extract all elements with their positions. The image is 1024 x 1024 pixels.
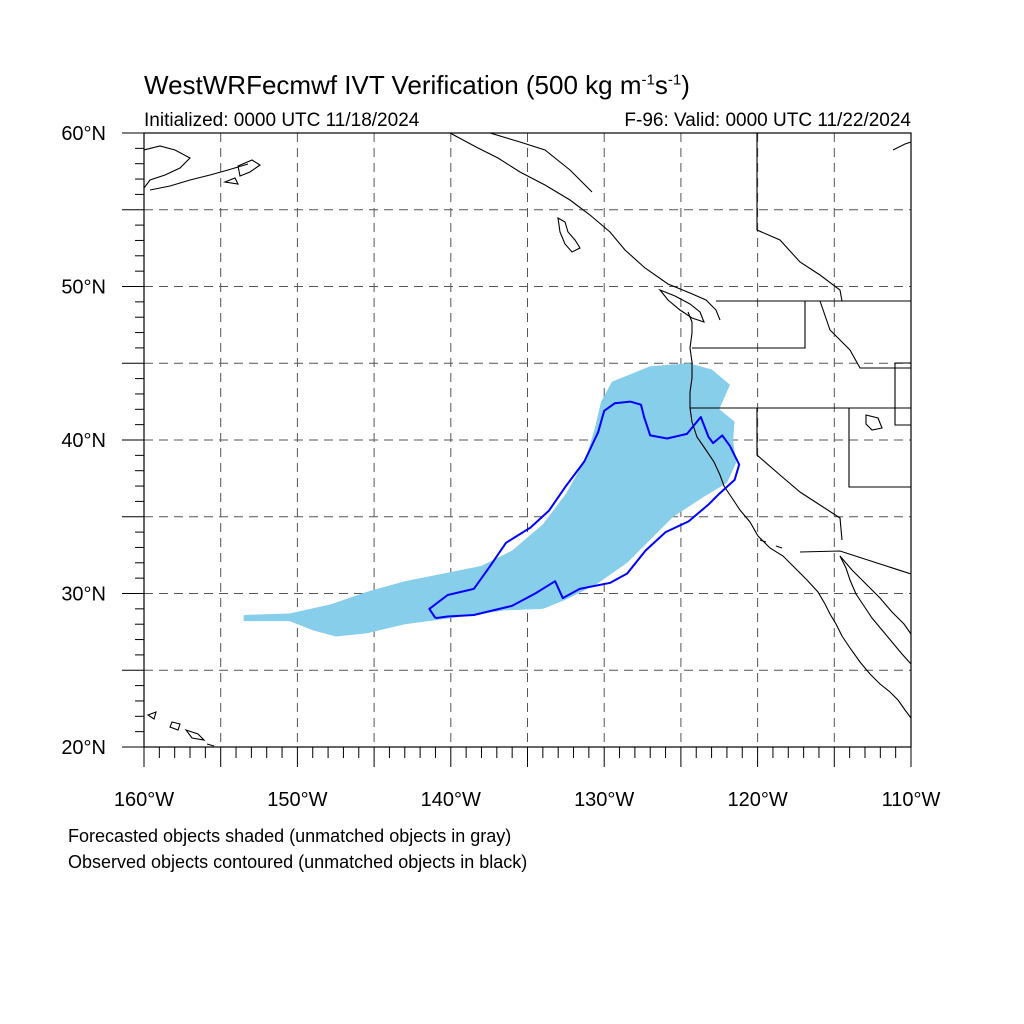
lon-tick-label: 120°W [727, 789, 787, 811]
coastline-alaska [449, 133, 721, 321]
forecast-layer [243, 363, 737, 637]
lake-great-salt [865, 414, 883, 431]
coastline-channel-islands [759, 539, 783, 549]
lat-tick-label: 50°N [61, 277, 106, 299]
coastline-ne-corner [892, 141, 911, 151]
border-wa-or [692, 301, 806, 349]
border-bc-alberta [756, 133, 843, 302]
lat-tick-label: 20°N [61, 737, 106, 759]
coastline-mexico-mainland [839, 555, 911, 635]
lat-tick-label: 30°N [61, 584, 106, 606]
coastline-haida-gwaii [557, 216, 581, 253]
lon-tick-label: 110°W [882, 789, 941, 811]
border-wy-co [894, 362, 911, 426]
valid-time-label: F-96: Valid: 0000 UTC 11/22/2024 [624, 110, 911, 131]
border-nv-ut [848, 408, 911, 488]
lon-tick-label: 160°W [114, 789, 174, 811]
legend-note-forecast: Forecasted objects shaded (unmatched obj… [68, 826, 512, 846]
observed-object-contour [428, 400, 741, 620]
coastline-us-west [687, 311, 837, 625]
lon-tick-label: 140°W [421, 789, 481, 811]
coastline-baja-east [839, 555, 911, 665]
observed-layer [428, 400, 741, 620]
lat-tick-label: 40°N [61, 430, 106, 452]
border-us-mexico [799, 550, 911, 575]
border-id [819, 300, 911, 369]
lat-tick-label: 60°N [61, 123, 106, 145]
coastline-alaska-peninsula [144, 145, 249, 191]
coastline-hawaii [146, 711, 215, 747]
lon-tick-label: 130°W [574, 789, 634, 811]
map-title: WestWRFecmwf IVT Verification (500 kg m-… [144, 70, 690, 100]
border-alaska-canada [489, 133, 593, 193]
legend-note-observed: Observed objects contoured (unmatched ob… [68, 852, 528, 872]
border-ca-nv [756, 408, 843, 541]
initialized-label: Initialized: 0000 UTC 11/18/2024 [144, 110, 420, 131]
coastline-layer [144, 133, 911, 747]
lon-tick-label: 150°W [267, 789, 327, 811]
coastline-baja-west [835, 623, 911, 719]
forecast-object-shape [243, 363, 737, 637]
coastline-vancouver-island [658, 288, 705, 323]
graticule [144, 133, 911, 747]
ticks-layer [122, 132, 912, 767]
axis-labels-layer: 160°W 150°W 140°W 130°W 120°W 110°W 20°N 30°N 40… [61, 123, 940, 811]
coastline-kodiak [222, 159, 261, 185]
